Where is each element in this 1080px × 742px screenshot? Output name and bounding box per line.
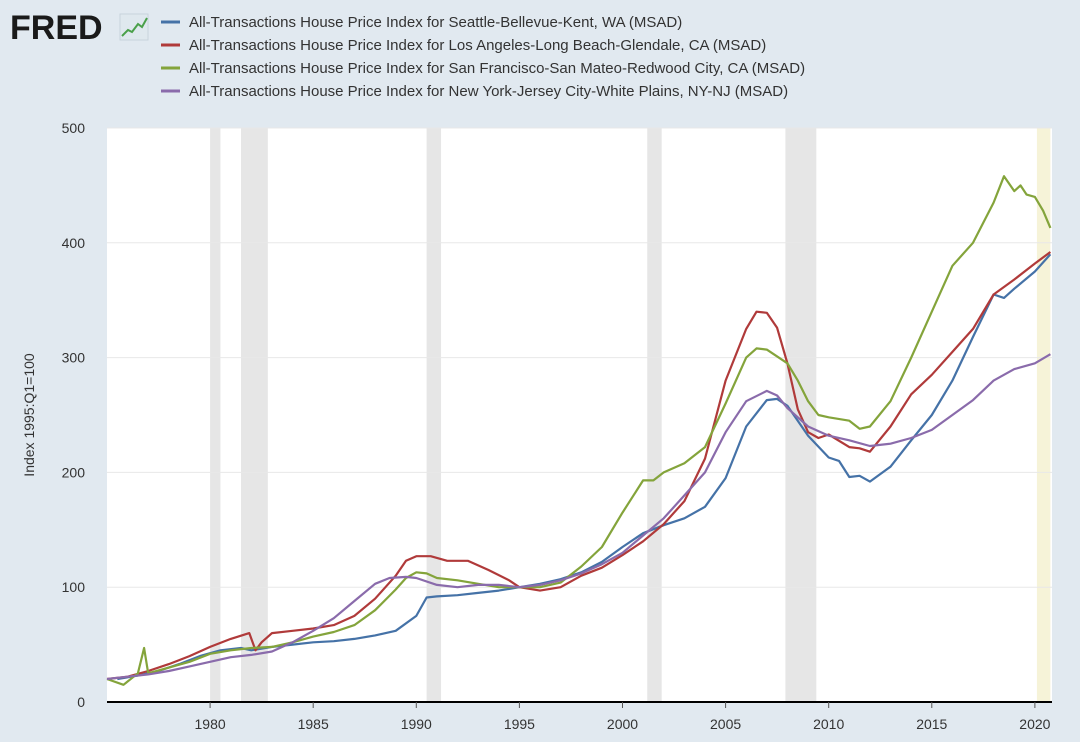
y-axis-ticks: 0 100 200 300 400 500 [62, 120, 86, 710]
recession-band [210, 128, 221, 702]
recession-band [647, 128, 662, 702]
x-tick-label: 1995 [504, 716, 535, 732]
x-tick-label: 2000 [607, 716, 638, 732]
y-tick-label: 500 [62, 120, 86, 136]
legend-item-label[interactable]: All-Transactions House Price Index for N… [189, 83, 788, 100]
x-axis-ticks: 1980 1985 1990 1995 2000 2005 2010 2015 2020 [195, 702, 1051, 732]
y-tick-label: 400 [62, 235, 86, 251]
x-tick-label: 1985 [298, 716, 329, 732]
x-tick-label: 2005 [710, 716, 741, 732]
recession-shading [210, 128, 1051, 702]
y-tick-label: 200 [62, 464, 86, 480]
line-chart-icon [119, 13, 149, 41]
y-axis-title: Index 1995:Q1=100 [21, 353, 37, 477]
recession-band [1036, 128, 1051, 702]
series-line-3[interactable] [106, 353, 1051, 681]
recession-band [426, 128, 442, 702]
y-tick-label: 100 [62, 579, 86, 595]
legend-item-label[interactable]: All-Transactions House Price Index for S… [189, 60, 805, 77]
x-tick-label: 2015 [916, 716, 947, 732]
legend-item-label[interactable]: All-Transactions House Price Index for L… [189, 37, 766, 54]
series-line-2[interactable] [106, 175, 1052, 686]
y-tick-label: 300 [62, 350, 86, 366]
fred-logo[interactable]: FRED [10, 9, 103, 47]
gridlines [107, 127, 1052, 588]
legend-item-label[interactable]: All-Transactions House Price Index for S… [189, 14, 682, 31]
x-tick-label: 2020 [1019, 716, 1050, 732]
recession-band [241, 128, 268, 702]
x-tick-label: 1990 [401, 716, 432, 732]
series-line-1[interactable] [106, 251, 1052, 681]
y-tick-label: 0 [77, 694, 85, 710]
legend: All-Transactions House Price Index for S… [161, 14, 805, 100]
x-tick-label: 1980 [195, 716, 226, 732]
series-lines [106, 175, 1052, 686]
x-tick-label: 2010 [813, 716, 844, 732]
